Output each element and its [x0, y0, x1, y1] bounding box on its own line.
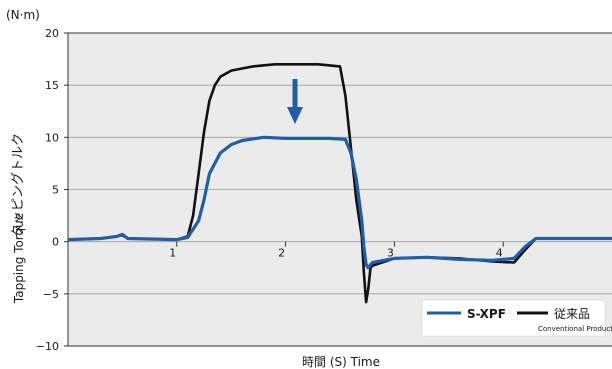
y-tick-label-4: 0: [52, 236, 59, 249]
x-axis-label: 時間 (S) Time: [302, 355, 380, 369]
series-line-s-xpf: [67, 135, 612, 270]
x-tick-label-2: 3: [387, 247, 394, 260]
legend: S-XPF 従来品 Conventional Product: [421, 299, 612, 337]
legend-label-conventional: 従来品: [554, 307, 590, 321]
y-tick-label-3: 5: [52, 184, 59, 197]
legend-sublabel-conventional: Conventional Product: [538, 325, 612, 333]
y-tick-label-6: −10: [36, 340, 59, 353]
arrow-head: [287, 107, 303, 124]
y-tick-label-0: 20: [45, 27, 59, 40]
x-tick-label-0: 1: [169, 247, 176, 260]
y-axis-label-japanese: タッピングトルク: [11, 133, 26, 237]
plot-area: 20 15 10 5 0 −5 −10 1 2 3 4: [36, 27, 612, 353]
legend-label-s-xpf: S-XPF: [467, 307, 506, 321]
y-tick-label-1: 15: [45, 79, 59, 92]
y-tick-label-5: −5: [43, 288, 59, 301]
unit-label: (N·m): [6, 8, 40, 22]
y-axis-label-english: Tapping Torque: [12, 213, 26, 304]
decrease-arrow: [287, 79, 303, 124]
x-tick-label-3: 4: [496, 247, 503, 260]
legend-box: [421, 299, 606, 337]
y-tick-label-2: 10: [45, 131, 59, 144]
x-tick-label-1: 2: [278, 247, 285, 260]
